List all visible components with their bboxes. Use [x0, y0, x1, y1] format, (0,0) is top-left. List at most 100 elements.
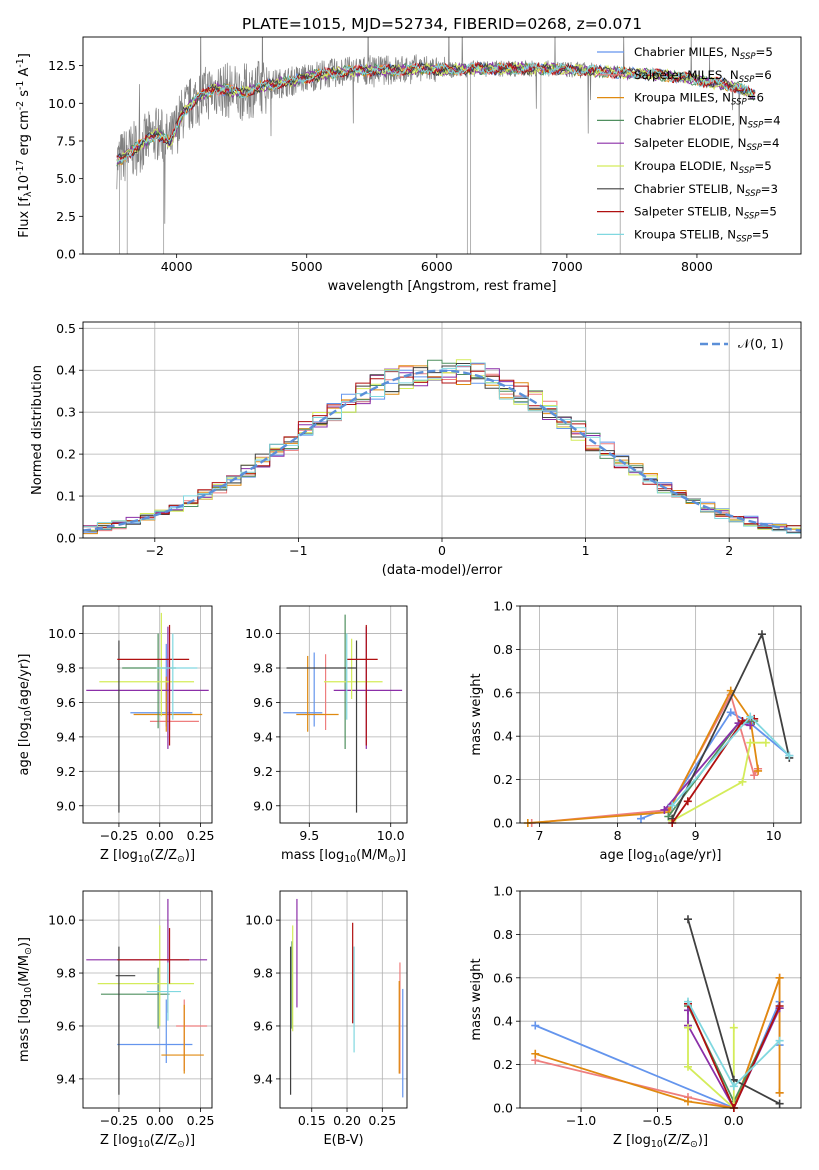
model-spectrum-salpeter-stelib — [116, 61, 756, 162]
y-tick-label: 9.2 — [56, 764, 76, 779]
legend-label: Chabrier STELIB, NSSP=3 — [634, 182, 778, 199]
mass-age-panel: 9.5 10.0 9.0 9.2 9.4 9.6 9.8 10.0 mass [log10(M/… — [245, 605, 408, 865]
weight-marker — [683, 997, 692, 1006]
y-tick-label: 9.4 — [253, 729, 273, 744]
y-tick-label: 0.8 — [493, 927, 513, 942]
plot-area — [283, 614, 403, 813]
x-tick-label: 0.25 — [368, 1113, 396, 1128]
y-tick-label: 1.0 — [493, 599, 513, 614]
residual-panel: −2 −1 0 1 2 0.0 0.1 0.2 0.3 0.4 0.5 (data-model)/er… — [30, 321, 802, 578]
weight-marker — [726, 686, 735, 695]
y-tick-label: 0.0 — [493, 1101, 513, 1116]
x-axis-label: Z [log10(Z/Z⊙)] — [613, 1133, 708, 1150]
x-axis-label: wavelength [Angstrom, rest frame] — [328, 279, 557, 294]
y-tick-label: 0.0 — [56, 247, 76, 262]
x-tick-label: 0.00 — [146, 1113, 174, 1128]
x-axis-label: mass [log10(M/M⊙)] — [281, 848, 406, 865]
weight-marker — [785, 751, 794, 760]
legend-label: Chabrier MILES, NSSP=5 — [634, 45, 773, 62]
weight-marker — [683, 797, 692, 806]
y-tick-label: 0.4 — [56, 363, 76, 378]
x-axis-label: (data-model)/error — [382, 563, 503, 578]
weight-marker — [746, 738, 755, 747]
weight-series — [671, 631, 791, 820]
spectrum-panel: 4000 5000 6000 7000 8000 0.0 2.5 5.0 7.5 10.0 12.5… — [15, 15, 802, 294]
weight-series — [531, 692, 759, 824]
x-tick-label: 0.00 — [146, 828, 174, 843]
x-tick-label: 0.25 — [187, 1113, 215, 1128]
normal-curve — [82, 369, 802, 532]
plot-area — [86, 898, 208, 1095]
weight-marker — [738, 777, 747, 786]
axes-frame — [519, 890, 802, 1109]
y-tick-label: 0.2 — [56, 447, 76, 462]
weight-marker — [531, 1049, 540, 1058]
x-tick-label: −0.5 — [642, 1113, 672, 1128]
y-tick-label: 0.2 — [493, 1057, 513, 1072]
y-axis-label: age [log10(age/yr)] — [17, 654, 34, 776]
x-axis-label: Z [log10(Z/Z⊙)] — [100, 1133, 195, 1150]
weight-marker — [683, 915, 692, 924]
y-tick-label: 9.6 — [56, 695, 76, 710]
model-spectrum-kroupa-stelib — [116, 62, 755, 164]
x-tick-label: 8000 — [681, 259, 713, 274]
weight-marker — [761, 738, 770, 747]
y-tick-label: 9.8 — [56, 966, 76, 981]
weight-marker — [683, 1062, 692, 1071]
y-tick-label: 9.8 — [253, 661, 273, 676]
legend-label: Kroupa STELIB, NSSP=5 — [634, 227, 769, 244]
weight-series — [527, 688, 759, 824]
y-tick-label: 10.0 — [48, 96, 76, 111]
axes-frame — [82, 321, 802, 539]
y-tick-label: 10.0 — [245, 626, 273, 641]
y-tick-label: 0.6 — [493, 970, 513, 985]
y-tick-label: 9.8 — [56, 661, 76, 676]
legend-label: Salpeter STELIB, NSSP=5 — [634, 205, 777, 222]
weight-marker — [775, 1088, 784, 1097]
weight-marker — [750, 771, 759, 780]
y-axis-label: mass [log10(M/M⊙)] — [17, 937, 34, 1062]
x-tick-label: −1 — [289, 543, 307, 558]
plot-area — [116, 37, 756, 254]
y-tick-label: 9.6 — [253, 1018, 273, 1033]
weight-marker — [754, 766, 763, 775]
x-axis-label: age [log10(age/yr)] — [600, 848, 722, 865]
x-tick-label: 4000 — [161, 259, 193, 274]
y-tick-label: 0.4 — [493, 1014, 513, 1029]
weight-series — [671, 715, 790, 807]
y-tick-label: 10.0 — [48, 626, 76, 641]
weight-marker — [531, 1021, 540, 1030]
legend-label: Kroupa MILES, NSSP=6 — [634, 91, 764, 108]
weight-marker — [738, 717, 747, 726]
model-spectrum-chabrier-stelib — [116, 61, 755, 159]
x-axis-label: Z [log10(Z/Z⊙)] — [100, 848, 195, 865]
x-tick-label: 0.15 — [298, 1113, 326, 1128]
weight-marker — [775, 973, 784, 982]
weight-marker — [683, 1097, 692, 1106]
x-tick-label: −2 — [146, 543, 164, 558]
age-weight-panel: 7 8 9 10 0.0 0.2 0.4 0.6 0.8 1.0 age [log10(age/yr… — [469, 599, 802, 865]
y-tick-label: 0.2 — [493, 772, 513, 787]
legend-label: Chabrier ELODIE, NSSP=4 — [634, 113, 781, 130]
y-tick-label: 10.0 — [245, 913, 273, 928]
x-tick-label: 6000 — [421, 259, 453, 274]
weight-series — [687, 1027, 735, 1111]
y-tick-label: 9.6 — [56, 1018, 76, 1033]
y-tick-label: 9.4 — [56, 1071, 76, 1086]
x-tick-label: 0.25 — [187, 828, 215, 843]
y-tick-label: 0.4 — [493, 729, 513, 744]
weight-marker — [775, 1036, 784, 1045]
y-tick-label: 7.5 — [56, 133, 76, 148]
weight-marker — [775, 1099, 784, 1108]
weight-marker — [746, 721, 755, 730]
y-tick-label: 0.5 — [56, 321, 76, 336]
legend-label: Salpeter MILES, NSSP=6 — [634, 68, 772, 85]
axes-frame — [82, 890, 213, 1109]
x-tick-label: 1 — [582, 543, 590, 558]
y-tick-label: 0.3 — [56, 405, 76, 420]
x-tick-label: 7 — [536, 828, 544, 843]
y-tick-label: 9.0 — [253, 798, 273, 813]
y-axis-label: mass weight — [469, 673, 484, 755]
y-tick-label: 2.5 — [56, 209, 76, 224]
